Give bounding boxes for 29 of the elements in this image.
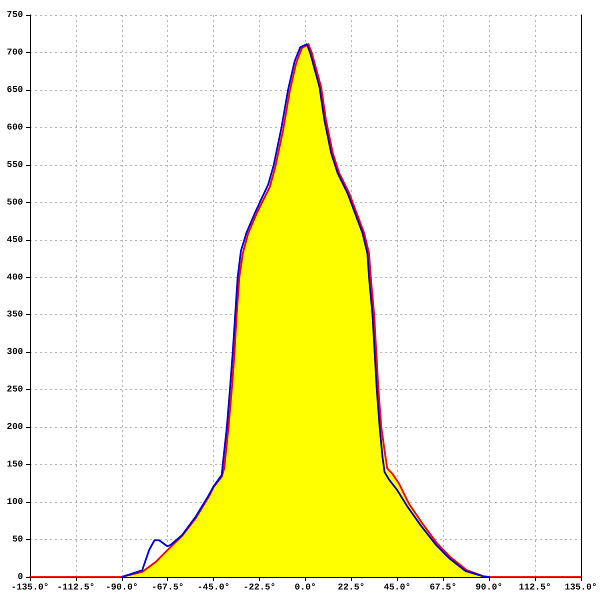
y-tick-label: 50	[12, 534, 23, 545]
y-tick-label: 750	[6, 10, 23, 20]
y-tick-label: 250	[6, 384, 23, 395]
x-tick-label: -135.0°	[11, 582, 49, 592]
x-tick-label: -22.5°	[243, 582, 276, 592]
x-tick-label: -112.5°	[56, 582, 95, 592]
y-tick-label: 500	[6, 197, 23, 208]
y-tick-label: 650	[6, 84, 23, 95]
x-tick-label: 67.5°	[430, 582, 457, 592]
y-tick-label: 200	[6, 422, 23, 432]
x-tick-label: -67.5°	[151, 582, 184, 592]
y-tick-label: 550	[6, 160, 23, 170]
x-tick-label: 45.0°	[384, 582, 411, 592]
y-tick-label: 300	[6, 347, 23, 358]
y-tick-label: 700	[6, 47, 23, 58]
y-tick-label: 600	[6, 122, 23, 132]
x-tick-label: 22.5°	[338, 582, 365, 592]
y-tick-label: 400	[6, 272, 23, 282]
y-tick-label: 150	[6, 460, 23, 470]
y-tick-label: 0	[18, 572, 23, 582]
x-tick-label: 135.0°	[564, 582, 597, 592]
y-tick-label: 450	[6, 234, 23, 245]
x-tick-label: 112.5°	[518, 582, 552, 592]
y-tick-label: 350	[6, 310, 23, 320]
x-tick-label: 90.0°	[475, 582, 503, 592]
y-tick-label: 100	[6, 497, 23, 508]
x-tick-label: -90.0°	[106, 582, 138, 592]
x-tick-label: -45.0°	[197, 582, 230, 592]
x-tick-label: 0.0°	[294, 582, 316, 592]
